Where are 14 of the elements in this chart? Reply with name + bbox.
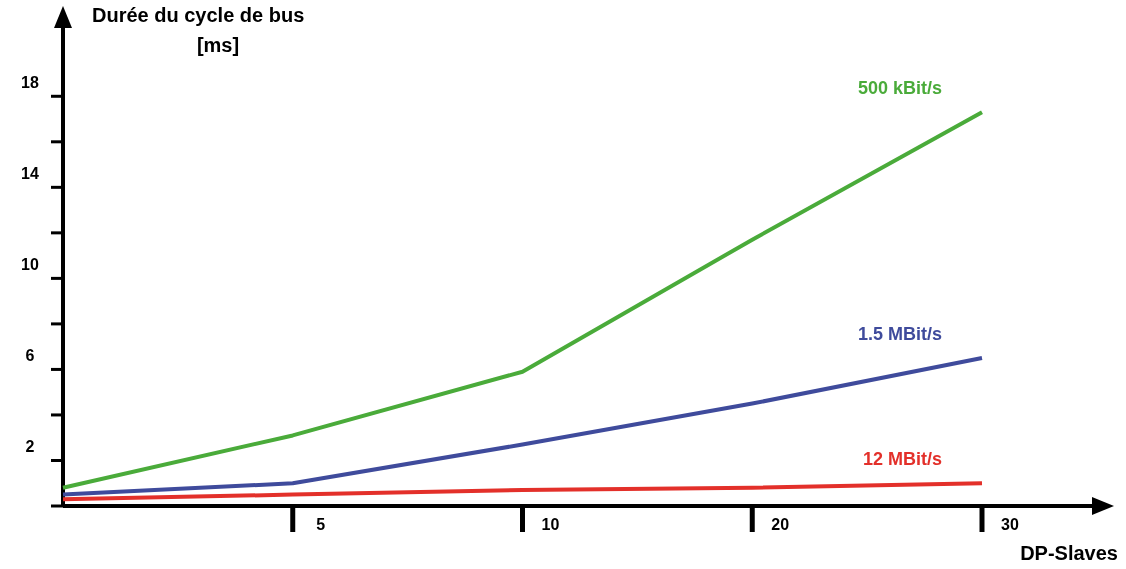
x-tick-label: 5 [316,516,326,533]
series-label: 1.5 MBit/s [857,324,942,345]
series-label: 12 MBit/s [862,449,942,470]
y-tick-label: 10 [21,256,39,274]
y-tick-label: 14 [21,165,39,183]
x-tick-label: 10 [541,516,560,533]
y-axis-title: Durée du cycle de bus [ms] [92,4,305,56]
x-axis-title: DP-Slaves [1020,542,1118,564]
x-tick-label: 30 [1001,516,1019,533]
x-tick-label: 20 [771,516,790,533]
y-tick-label: 6 [25,347,35,365]
series-label: 500 kBit/s [857,78,942,99]
y-tick-label: 2 [25,438,35,456]
y-tick-label: 18 [21,74,39,92]
